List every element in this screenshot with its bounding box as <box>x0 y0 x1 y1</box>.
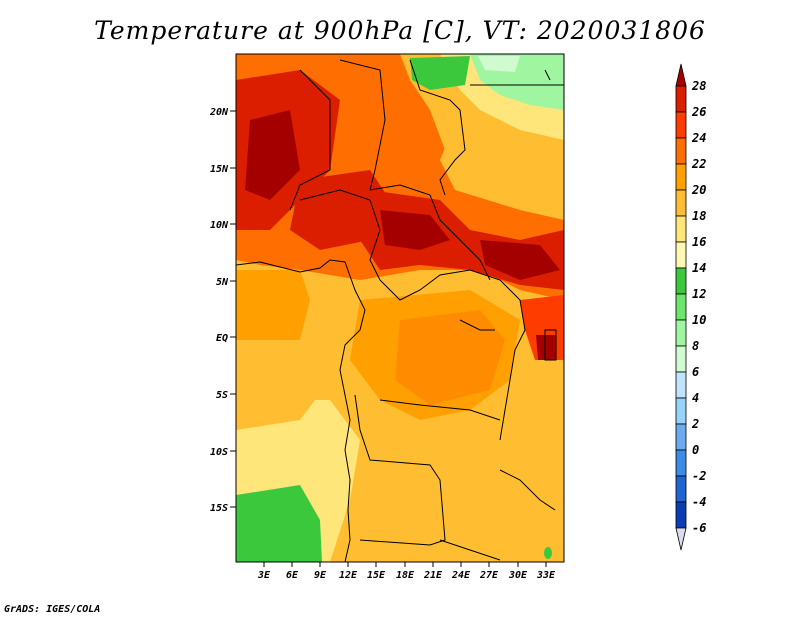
colorbar-label: 10 <box>692 313 706 327</box>
lat-labels: 20N 15N 10N 5N EQ 5S 10S 15S <box>209 107 229 514</box>
colorbar-swatch <box>675 501 687 529</box>
colorbar-label: 12 <box>692 287 706 301</box>
colorbar-label: -2 <box>692 469 706 483</box>
colorbar-label: 6 <box>692 365 699 379</box>
colorbar-label: 28 <box>691 79 706 93</box>
colorbar-label: 26 <box>691 105 706 119</box>
colorbar-label: 14 <box>692 261 706 275</box>
lat-label: 20N <box>209 107 229 118</box>
colorbar-label: 4 <box>692 391 699 405</box>
colorbar-swatch <box>675 85 687 113</box>
coastlines-and-borders <box>236 59 564 562</box>
colorbar-swatch <box>675 371 687 399</box>
colorbar-bottom-arrow <box>675 527 687 551</box>
lat-label: 15N <box>210 164 229 175</box>
lon-label: 15E <box>367 570 386 581</box>
lon-axis <box>263 562 547 567</box>
colorbar-swatch <box>675 449 687 477</box>
lat-axis <box>230 110 236 508</box>
lat-label: EQ <box>216 333 228 344</box>
lon-labels: 3E 6E 9E 12E 15E 18E 21E 24E 27E 30E 33E <box>257 570 556 581</box>
lon-label: 12E <box>339 570 358 581</box>
colorbar-label: 22 <box>691 157 706 171</box>
lon-label: 30E <box>508 570 528 581</box>
colorbar-swatch <box>675 163 687 191</box>
colorbar-label: -4 <box>692 495 706 509</box>
lon-label: 9E <box>314 570 327 581</box>
map-title: Temperature at 900hPa [C], VT: 202003180… <box>94 16 706 45</box>
colorbar-top-arrow <box>675 63 687 87</box>
lon-label: 33E <box>536 570 556 581</box>
lon-label: 6E <box>286 570 299 581</box>
colorbar-label: 20 <box>691 183 706 197</box>
credit-text: GrADS: IGES/COLA <box>4 604 101 615</box>
colorbar-swatch <box>675 267 687 295</box>
lat-label: 5N <box>216 277 229 288</box>
colorbar-label: 18 <box>692 209 706 223</box>
lon-label: 21E <box>423 570 443 581</box>
colorbar-label: 8 <box>692 339 699 353</box>
colorbar-swatch <box>675 189 687 217</box>
colorbar-swatch <box>675 423 687 451</box>
colorbar-swatch <box>675 319 687 347</box>
map-frame <box>235 53 565 563</box>
colorbar-label: -6 <box>692 521 706 535</box>
lon-label: 24E <box>451 570 471 581</box>
colorbar-swatch <box>675 475 687 503</box>
colorbar-label: 24 <box>691 131 706 145</box>
lon-label: 3E <box>257 570 271 581</box>
lat-label: 10S <box>210 447 228 458</box>
colorbar-label: 16 <box>692 235 706 249</box>
temperature-field <box>236 54 564 562</box>
colorbar-swatch <box>675 215 687 243</box>
colorbar-swatch <box>675 345 687 373</box>
lon-label: 18E <box>396 570 415 581</box>
colorbar-label: 0 <box>692 443 699 457</box>
colorbar-swatch <box>675 397 687 425</box>
lat-label: 15S <box>210 503 228 514</box>
colorbar-label: 2 <box>691 417 699 431</box>
lon-label: 27E <box>479 570 499 581</box>
lat-label: 10N <box>210 220 229 231</box>
colorbar-swatch <box>675 111 687 139</box>
lat-label: 5S <box>216 390 228 401</box>
colorbar-swatch <box>675 137 687 165</box>
colorbar-swatch <box>675 293 687 321</box>
colorbar-swatch <box>675 241 687 269</box>
